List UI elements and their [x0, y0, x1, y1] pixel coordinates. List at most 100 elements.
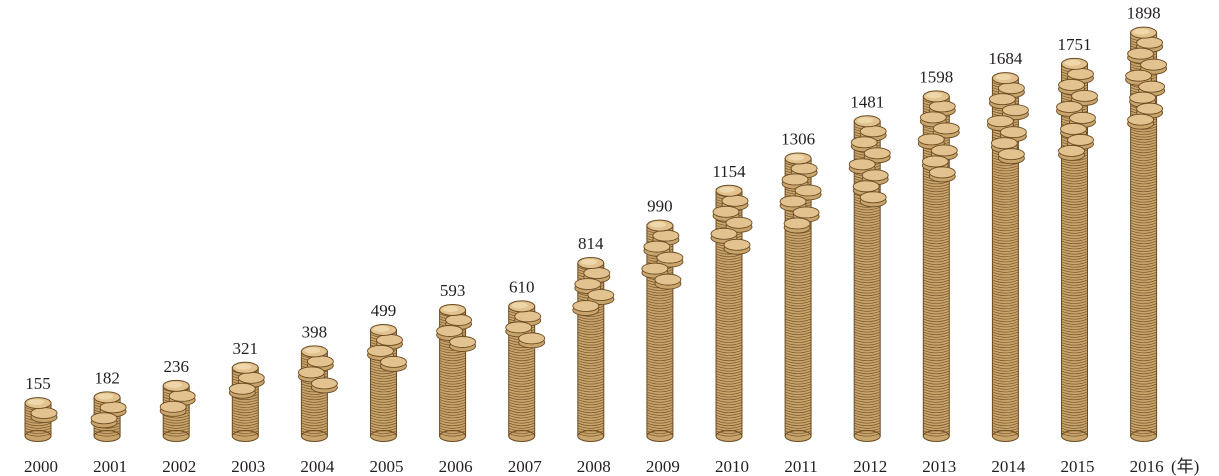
loose-coin-face — [999, 126, 1027, 139]
loose-coin-face — [859, 191, 887, 204]
x-axis-unit-label: (年) — [1171, 457, 1199, 476]
coin-stack-2006 — [436, 303, 477, 442]
coin-stack-2016 — [1125, 26, 1168, 442]
coin-stack-2014 — [986, 72, 1029, 442]
loose-coin-face — [921, 155, 949, 168]
coin-stack-2013 — [917, 90, 960, 442]
loose-coin-face — [445, 314, 473, 326]
coin-stack-2005 — [367, 323, 407, 442]
loose-coin-face — [656, 251, 684, 264]
loose-coin-face — [1067, 67, 1094, 80]
loose-coin-face — [710, 227, 738, 240]
year-label-2014: 2014 — [991, 457, 1026, 476]
loose-coin-face — [712, 205, 740, 218]
loose-coin-face — [514, 310, 542, 323]
loose-coin-face — [1069, 111, 1096, 124]
loose-coin-face — [725, 216, 753, 229]
loose-coin-face — [1067, 133, 1094, 146]
loose-coin-face — [792, 206, 820, 219]
value-labels: 155 182 236 321 398 499 593 610 814 990 1154 1306 14… — [25, 4, 1160, 393]
year-label-2006: 2006 — [439, 457, 473, 476]
year-label-2012: 2012 — [853, 457, 887, 476]
loose-coin-face — [794, 184, 822, 197]
loose-coin-face — [1136, 102, 1164, 115]
value-label-2000: 155 — [25, 374, 51, 393]
bar-stacks — [24, 26, 1168, 442]
loose-coin-face — [583, 267, 611, 279]
year-label-2008: 2008 — [577, 457, 611, 476]
bar-top-highlight — [166, 381, 183, 388]
value-label-2003: 321 — [233, 339, 259, 358]
coin-stack-2012 — [848, 115, 891, 442]
loose-coin-face — [30, 407, 58, 420]
loose-coin-face — [99, 401, 127, 414]
loose-coin-face — [643, 240, 671, 253]
loose-coin-face — [848, 158, 876, 171]
bar-top-highlight — [1064, 59, 1081, 66]
bar-top-highlight — [373, 325, 390, 332]
value-label-2015: 1751 — [1058, 35, 1092, 54]
year-label-2005: 2005 — [370, 457, 404, 476]
coin-stack-2015 — [1056, 57, 1098, 442]
loose-coin-face — [380, 356, 407, 368]
loose-coin-face — [1136, 36, 1164, 49]
loose-coin-face — [917, 133, 945, 146]
value-label-2002: 236 — [163, 357, 189, 376]
year-label-2002: 2002 — [162, 457, 196, 476]
loose-coin-face — [449, 336, 477, 348]
bar-top-highlight — [926, 92, 943, 99]
year-label-2003: 2003 — [231, 457, 265, 476]
coin-stack-2004 — [297, 345, 338, 442]
coin-stack-2002 — [159, 379, 196, 442]
loose-coin-face — [723, 238, 751, 251]
bar-top-highlight — [28, 399, 44, 406]
coin-stack-2003 — [228, 361, 265, 442]
value-label-2013: 1598 — [919, 67, 953, 86]
coin-stack-2010 — [710, 184, 753, 442]
loose-coin-face — [863, 147, 891, 160]
bar-top-highlight — [719, 186, 735, 193]
loose-coin-face — [928, 166, 956, 179]
value-label-2008: 814 — [578, 234, 604, 253]
bar-top-highlight — [995, 74, 1012, 81]
coin-stack-2008 — [572, 257, 615, 442]
loose-coin-face — [1127, 113, 1155, 126]
year-label-2009: 2009 — [646, 457, 680, 476]
value-label-2016: 1898 — [1127, 4, 1161, 23]
bar-top-highlight — [649, 221, 666, 228]
loose-coin-face — [859, 125, 887, 138]
loose-coin-face — [159, 400, 187, 413]
loose-coin-face — [990, 137, 1018, 150]
loose-coin-face — [928, 100, 956, 113]
loose-coin-face — [228, 382, 256, 395]
loose-coin-face — [861, 169, 889, 182]
loose-coin-face — [919, 111, 947, 124]
loose-coin-face — [930, 144, 958, 157]
year-label-2015: 2015 — [1061, 457, 1095, 476]
loose-coin-face — [587, 289, 615, 301]
loose-coin-face — [997, 82, 1025, 95]
loose-coin-face — [1125, 69, 1153, 82]
loose-coin-face — [376, 334, 403, 346]
loose-coin-face — [572, 300, 600, 312]
coin-stack-2000 — [24, 397, 58, 442]
loose-coin-face — [997, 148, 1025, 161]
loose-coin-face — [1127, 47, 1155, 60]
year-label-2011: 2011 — [784, 457, 817, 476]
loose-coin-face — [1140, 58, 1168, 71]
value-label-2006: 593 — [440, 281, 466, 300]
loose-coin-face — [781, 173, 809, 186]
year-label-2013: 2013 — [922, 457, 956, 476]
year-label-2004: 2004 — [300, 457, 335, 476]
year-labels: 2000 2001 2002 2003 2004 2005 2006 2007 2008 2009… — [24, 457, 1164, 476]
year-label-2010: 2010 — [715, 457, 749, 476]
coin-stack-2009 — [641, 219, 684, 442]
value-label-2011: 1306 — [781, 129, 815, 148]
loose-coin-face — [988, 93, 1016, 106]
bar-top-highlight — [788, 154, 805, 161]
value-label-2005: 499 — [371, 301, 397, 320]
loose-coin-face — [306, 355, 334, 368]
value-label-2007: 610 — [509, 277, 535, 296]
bar-top-highlight — [857, 117, 874, 124]
